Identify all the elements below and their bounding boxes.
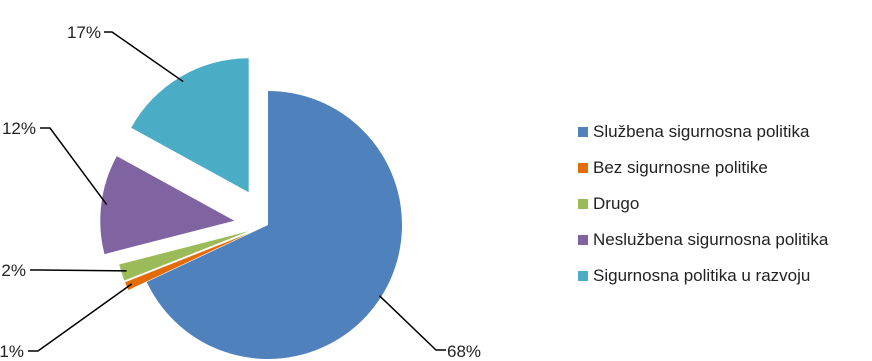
leader-line [40,127,108,206]
legend-swatch [578,198,588,209]
pie-slice [119,231,249,281]
legend-item: Sigurnosna politika u razvoju [578,265,828,286]
legend-label: Drugo [593,193,640,213]
legend-label: Sigurnosna politika u razvoju [593,265,811,285]
legend-swatch [578,234,588,245]
leader-line [378,295,446,351]
legend-item: Neslužbena sigurnosna politika [578,229,828,250]
legend-item: Drugo [578,193,828,214]
legend-swatch [578,162,588,173]
pie-slice [146,91,402,359]
data-label: 17% [67,23,101,42]
leader-line [30,269,127,272]
legend: Službena sigurnosna politika Bez sigurno… [578,121,828,301]
leader-line [104,31,184,83]
data-label: 1% [0,342,24,361]
legend-item: Bez sigurnosne politike [578,157,828,178]
legend-swatch [578,270,588,281]
data-label: 12% [2,119,36,138]
data-label: 68% [447,342,481,361]
pie-slice [100,156,235,255]
leader-line [28,283,133,352]
legend-label: Službena sigurnosna politika [593,121,810,141]
legend-item: Službena sigurnosna politika [578,121,828,142]
legend-swatch [578,126,588,137]
pie-slice [125,232,250,290]
pie-slice [131,58,249,193]
data-label: 2% [1,261,26,280]
legend-label: Neslužbena sigurnosna politika [593,229,829,249]
legend-label: Bez sigurnosne politike [593,157,768,177]
